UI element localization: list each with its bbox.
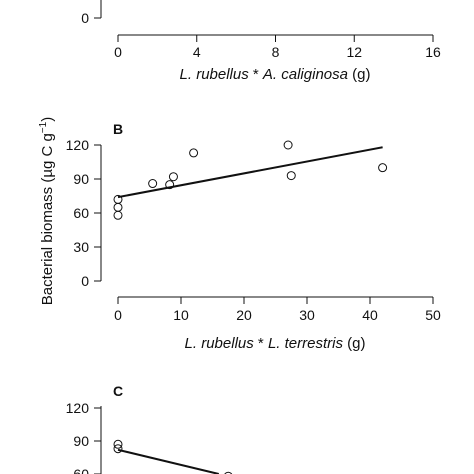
panel-a-x-axis-label: L. rubellus * A. caliginosa (g): [180, 66, 371, 83]
panel-a-x-ticks: 0 4 8 12 16: [114, 35, 441, 60]
data-point: [113, 194, 123, 204]
data-point: [113, 444, 123, 454]
panel-a: 0 0 4 8 12 16 L. rubellus * A. caliginosa (g…: [81, 0, 441, 83]
panel-b: B Bacterial biomass (µg C g−1) 0 30 60 90 12…: [38, 117, 441, 352]
data-point: [113, 439, 123, 449]
y-tick-label: 60: [73, 205, 89, 221]
data-point: [168, 172, 178, 182]
data-point: [113, 210, 123, 220]
x-tick-label: 12: [346, 44, 362, 60]
panel-b-letter: B: [113, 121, 123, 137]
y-tick-label: 90: [73, 171, 89, 187]
x-tick-label: 8: [272, 44, 280, 60]
x-tick-label: 30: [299, 307, 315, 323]
fit-line: [117, 448, 220, 474]
panel-c-letter: C: [113, 383, 123, 399]
x-tick-label: 10: [173, 307, 189, 323]
data-point: [283, 140, 293, 150]
x-tick-label: 16: [425, 44, 441, 60]
data-point: [189, 148, 199, 158]
panel-b-x-ticks: 0 10 20 30 40 50: [114, 297, 441, 323]
panel-b-x-axis-label: L. rubellus * L. terrestris (g): [185, 335, 366, 352]
panel-c: C 60 90 120: [66, 383, 233, 474]
panel-a-y-tick-label: 0: [81, 10, 89, 26]
y-tick-label: 90: [73, 433, 89, 449]
data-point: [165, 180, 175, 190]
panel-b-plot: [113, 140, 388, 220]
y-tick-label: 60: [73, 466, 89, 474]
x-tick-label: 4: [193, 44, 201, 60]
panel-b-y-ticks: 0 30 60 90 120: [66, 137, 101, 289]
data-point: [113, 202, 123, 212]
panel-b-y-axis-label: Bacterial biomass (µg C g−1): [38, 117, 56, 305]
x-tick-label: 20: [236, 307, 252, 323]
y-tick-label: 30: [73, 239, 89, 255]
data-point: [378, 163, 388, 173]
x-tick-label: 40: [362, 307, 378, 323]
y-tick-label: 120: [66, 400, 90, 416]
y-tick-label: 0: [81, 273, 89, 289]
fit-line: [117, 146, 383, 199]
x-tick-label: 0: [114, 44, 122, 60]
y-tick-label: 120: [66, 137, 90, 153]
data-point: [224, 471, 233, 474]
panel-c-y-ticks: 60 90 120: [66, 400, 101, 474]
data-point: [148, 179, 158, 189]
x-tick-label: 50: [425, 307, 441, 323]
data-point: [286, 171, 296, 181]
panel-c-plot: [113, 439, 233, 474]
x-tick-label: 0: [114, 307, 122, 323]
